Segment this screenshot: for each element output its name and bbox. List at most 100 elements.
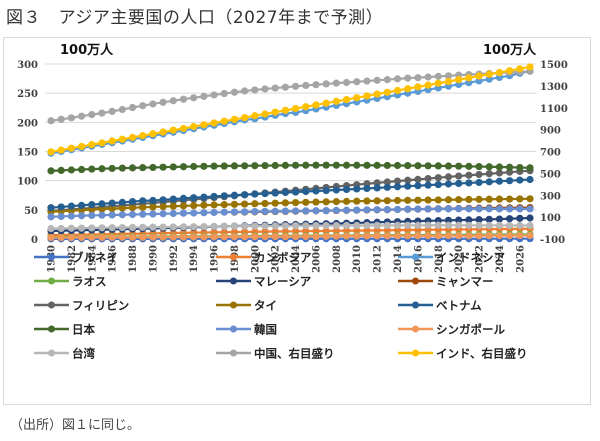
data-point: [47, 213, 55, 221]
data-point: [128, 103, 137, 112]
data-point: [251, 207, 259, 216]
data-point: [363, 197, 371, 205]
data-point: [271, 199, 279, 207]
data-point: [139, 233, 147, 241]
data-point: [414, 162, 422, 170]
data-point: [393, 86, 402, 95]
data-point: [118, 105, 126, 114]
data-point: [77, 142, 86, 151]
data-point: [149, 163, 157, 172]
data-point: [190, 94, 198, 102]
data-point: [128, 204, 137, 212]
data-point: [393, 232, 402, 240]
data-point: [465, 232, 473, 240]
data-point: [485, 221, 493, 230]
data-point: [169, 126, 177, 134]
legend-swatch-marker: [230, 301, 237, 309]
right-tick-label: 1300: [540, 82, 568, 93]
legend-label: フィリピン: [72, 299, 129, 313]
data-point: [353, 94, 361, 102]
data-point: [251, 200, 259, 208]
data-point: [455, 232, 463, 240]
data-point: [332, 186, 340, 194]
data-point: [190, 201, 198, 210]
data-point: [220, 208, 228, 216]
data-point: [465, 195, 473, 204]
data-point: [455, 172, 463, 180]
data-point: [241, 200, 249, 208]
data-point: [363, 184, 371, 193]
data-point: [444, 221, 453, 229]
data-point: [312, 222, 320, 230]
data-point: [210, 233, 218, 241]
data-point: [241, 87, 249, 95]
data-point: [169, 163, 177, 171]
data-point: [179, 202, 188, 210]
data-point: [312, 198, 320, 206]
data-point: [434, 180, 442, 189]
legend-label: ブルネイ: [72, 251, 118, 265]
data-point: [353, 221, 361, 230]
data-point: [118, 164, 126, 172]
data-point: [434, 196, 442, 204]
data-point: [118, 223, 126, 232]
data-point: [241, 233, 249, 241]
data-point: [363, 161, 371, 169]
data-point: [342, 221, 351, 230]
legend-swatch-marker: [412, 349, 419, 357]
data-point: [159, 223, 167, 231]
data-point: [251, 222, 259, 230]
data-point: [393, 196, 402, 205]
data-point: [526, 175, 534, 184]
data-point: [77, 233, 86, 242]
data-point: [485, 163, 493, 171]
data-point: [200, 222, 208, 231]
data-point: [414, 83, 422, 91]
series-9: [47, 161, 534, 175]
data-point: [159, 210, 167, 218]
data-point: [455, 221, 463, 229]
data-point: [373, 76, 381, 84]
data-point: [251, 162, 259, 170]
data-point: [88, 141, 96, 149]
data-point: [526, 63, 534, 71]
data-point: [444, 205, 453, 213]
data-point: [271, 232, 279, 241]
legend-swatch-marker: [48, 301, 55, 309]
data-point: [261, 207, 269, 215]
data-point: [210, 201, 218, 209]
legend-swatch-marker: [48, 277, 55, 285]
data-point: [363, 92, 371, 100]
data-point: [291, 232, 300, 241]
data-point: [57, 212, 65, 221]
data-point: [169, 233, 177, 241]
data-point: [77, 212, 86, 220]
data-point: [67, 202, 75, 210]
data-point: [455, 76, 463, 84]
legend-item: ブルネイ: [34, 251, 118, 265]
data-point: [88, 201, 96, 209]
left-axis-unit-label: 100万人: [60, 42, 114, 58]
data-point: [190, 162, 198, 171]
data-point: [77, 165, 86, 174]
right-tick-label: 100: [540, 213, 561, 224]
series-11: [47, 231, 534, 242]
data-point: [424, 232, 432, 240]
data-point: [210, 162, 218, 170]
source-note: （出所）図１に同じ。: [10, 418, 141, 433]
data-point: [118, 204, 126, 212]
data-point: [495, 169, 504, 177]
data-point: [465, 221, 473, 229]
data-point: [444, 232, 453, 240]
x-tick-label: 2014: [393, 245, 404, 273]
data-point: [353, 185, 361, 193]
data-point: [230, 88, 239, 96]
x-tick-label: 1986: [108, 245, 119, 273]
data-point: [475, 195, 483, 203]
data-point: [353, 78, 361, 86]
data-point: [424, 73, 432, 81]
data-point: [526, 205, 534, 213]
data-point: [210, 119, 218, 127]
data-point: [506, 232, 514, 240]
data-point: [322, 99, 330, 107]
